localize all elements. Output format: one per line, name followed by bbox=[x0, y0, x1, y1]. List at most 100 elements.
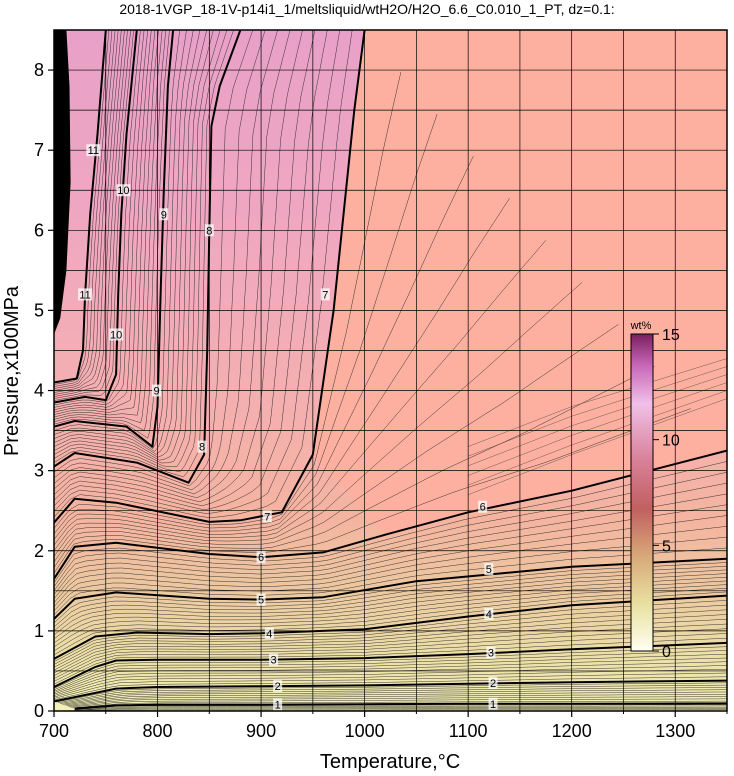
contour-label: 6 bbox=[480, 502, 486, 514]
contour-label-bg bbox=[116, 184, 131, 197]
minor-contour bbox=[54, 156, 474, 540]
contour-label-bg bbox=[273, 698, 283, 711]
contour-label: 3 bbox=[270, 655, 276, 667]
colorbar-label: wt% bbox=[630, 320, 652, 332]
contour-label: 9 bbox=[161, 209, 167, 221]
minor-contours bbox=[54, 30, 727, 711]
minor-contour bbox=[54, 669, 727, 698]
minor-contour bbox=[74, 709, 727, 711]
contour-label: 4 bbox=[266, 628, 272, 640]
x-tick-label: 1100 bbox=[449, 721, 488, 741]
contour-label: 10 bbox=[117, 185, 129, 197]
colorbar-tick-label: 5 bbox=[662, 538, 671, 555]
minor-contour bbox=[54, 30, 316, 507]
colorbar-tick-label: 0 bbox=[662, 644, 671, 661]
x-tick-label: 800 bbox=[143, 721, 173, 741]
minor-contour bbox=[54, 600, 727, 662]
minor-contour bbox=[54, 240, 546, 551]
minor-contour bbox=[54, 588, 727, 652]
x-tick-label: 700 bbox=[39, 721, 69, 741]
contour-label-bg bbox=[86, 144, 101, 157]
minor-contour bbox=[54, 30, 119, 391]
minor-contour bbox=[54, 30, 181, 449]
minor-contour bbox=[54, 515, 727, 603]
y-axis: 0 1 2 3 4 5 6 7 8 bbox=[34, 60, 54, 721]
x-tick-label: 900 bbox=[246, 721, 276, 741]
minor-contour bbox=[54, 30, 128, 397]
minor-contour bbox=[54, 30, 291, 499]
colorbar-tick-label: 15 bbox=[662, 327, 680, 344]
minor-contour bbox=[54, 623, 727, 676]
contour-label: 7 bbox=[264, 511, 270, 523]
minor-contour bbox=[54, 536, 727, 612]
contour-label: 2 bbox=[275, 681, 281, 693]
minor-contour bbox=[54, 30, 167, 431]
minor-contour bbox=[54, 30, 221, 467]
minor-contour bbox=[72, 700, 727, 709]
minor-contour bbox=[54, 619, 727, 674]
minor-contour bbox=[74, 705, 727, 710]
minor-contour bbox=[54, 504, 727, 599]
contour-label: 3 bbox=[488, 648, 494, 660]
minor-contour bbox=[62, 689, 727, 705]
minor-contour bbox=[54, 665, 727, 696]
minor-contour bbox=[54, 569, 727, 632]
contour-label-bg bbox=[204, 224, 214, 237]
contour-label-bg bbox=[488, 676, 498, 689]
minor-contour bbox=[54, 30, 170, 439]
contour-label-bg bbox=[269, 653, 279, 666]
minor-contour bbox=[54, 30, 303, 503]
minor-contour bbox=[54, 30, 328, 511]
minor-contour bbox=[56, 682, 727, 703]
y-axis-label: Pressure,x100MPa bbox=[1, 285, 23, 456]
minor-contour bbox=[54, 30, 152, 413]
minor-contour bbox=[54, 609, 727, 668]
x-axis: 700 800 900 1000 1100 1200 1300 bbox=[39, 711, 728, 741]
minor-contour bbox=[74, 706, 727, 711]
minor-contour bbox=[54, 30, 110, 385]
minor-contour bbox=[54, 580, 727, 644]
contour-label: 1 bbox=[275, 700, 281, 712]
colorbar-ticks: 0 5 10 15 bbox=[653, 327, 680, 661]
plot-frame bbox=[53, 29, 728, 712]
contour-label: 11 bbox=[79, 289, 90, 301]
contour-label: 6 bbox=[258, 552, 264, 564]
minor-contour bbox=[54, 30, 116, 389]
minor-contour bbox=[54, 30, 122, 393]
x-tick-label: 1200 bbox=[552, 721, 592, 741]
contour-label-bg bbox=[320, 288, 330, 301]
minor-contour bbox=[58, 684, 727, 704]
contour-label: 10 bbox=[110, 329, 122, 341]
minor-contour bbox=[54, 30, 134, 401]
minor-contour bbox=[54, 366, 655, 568]
minor-contour bbox=[66, 694, 727, 706]
minor-contour bbox=[54, 562, 727, 624]
colorbar: wt% 0 5 10 15 bbox=[630, 320, 680, 661]
colorbar-tick-label: 10 bbox=[662, 433, 680, 450]
y-tick-label: 5 bbox=[34, 300, 44, 320]
contour-label-bg bbox=[484, 608, 494, 621]
minor-contour bbox=[54, 471, 727, 587]
minor-contour bbox=[54, 324, 619, 563]
minor-contour bbox=[54, 72, 402, 529]
colorbar-gradient bbox=[630, 333, 654, 652]
contour-label-bg bbox=[486, 646, 496, 659]
minor-contour bbox=[60, 687, 727, 704]
contour-label-bg bbox=[152, 384, 162, 397]
contour-label: 9 bbox=[153, 386, 159, 398]
dense-contour-corner bbox=[54, 30, 71, 335]
minor-contour bbox=[54, 650, 727, 691]
minor-contour bbox=[54, 30, 341, 515]
minor-contour bbox=[54, 653, 727, 692]
contour-label-bg bbox=[484, 563, 494, 576]
minor-contour bbox=[54, 30, 214, 464]
minor-contour bbox=[54, 30, 207, 461]
minor-contour bbox=[54, 198, 510, 546]
y-tick-label: 8 bbox=[34, 60, 44, 80]
x-tick-label: 1300 bbox=[655, 721, 695, 741]
contour-label-bg bbox=[264, 627, 274, 640]
minor-contour bbox=[54, 30, 201, 458]
